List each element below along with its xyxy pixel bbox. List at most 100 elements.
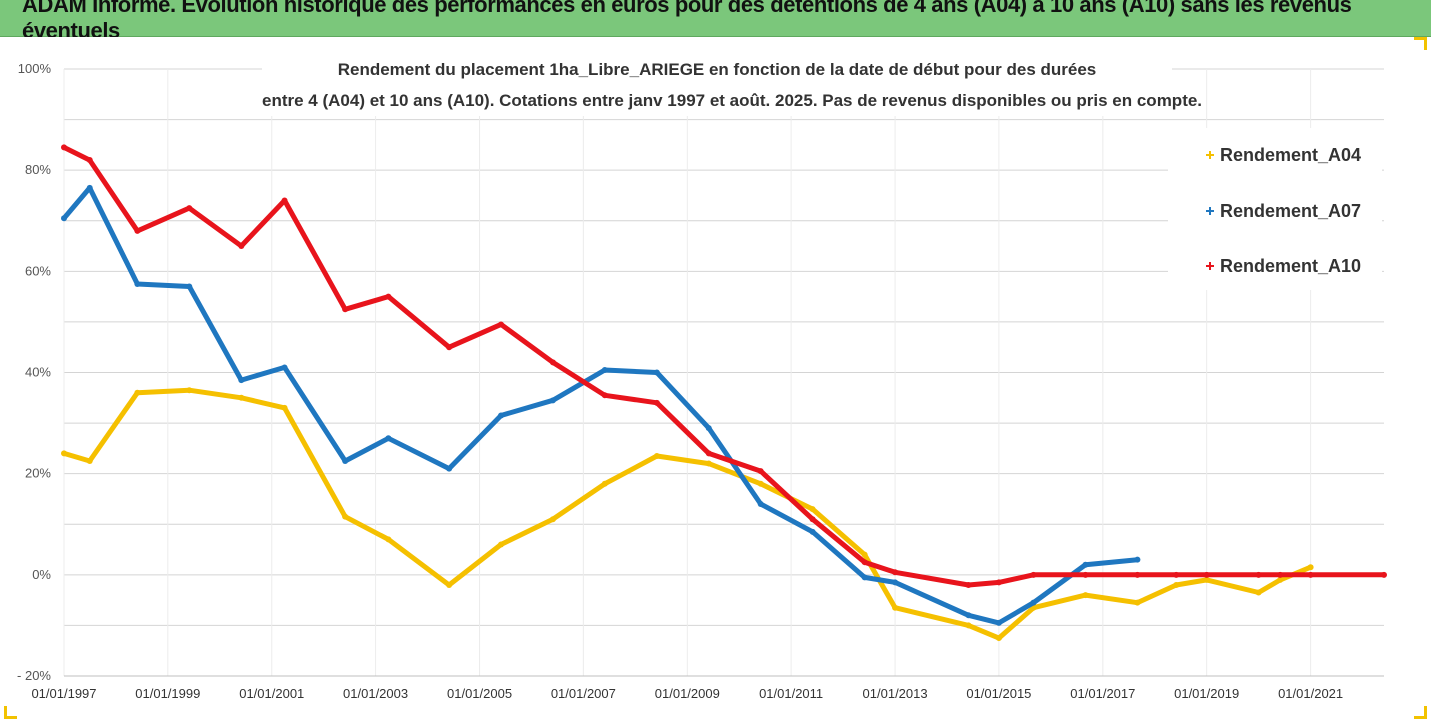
frame-corner-bottom-left [4, 706, 17, 719]
data-point-a04 [61, 450, 67, 457]
data-point-a10 [186, 205, 193, 212]
data-point-a04 [134, 389, 141, 396]
data-point-a04 [1277, 576, 1284, 583]
data-point-a07 [809, 528, 816, 535]
data-point-a07 [861, 574, 868, 581]
data-point-a04 [385, 536, 392, 543]
y-tick-label: 80% [25, 162, 51, 177]
data-point-a10 [653, 399, 660, 406]
legend-marker-a04 [1204, 149, 1216, 161]
data-point-a10 [601, 392, 608, 399]
data-point-a10 [1203, 571, 1210, 578]
legend-item-a10: Rendement_A10 [1204, 254, 1361, 278]
x-tick-label: 01/01/1999 [135, 686, 200, 701]
legend-marker-a07 [1204, 205, 1216, 217]
data-point-a10 [281, 197, 288, 204]
series-a10 [61, 144, 1387, 588]
series-a07 [61, 184, 1141, 626]
x-tick-label: 01/01/2009 [655, 686, 720, 701]
data-point-a07 [134, 280, 141, 287]
x-tick-label: 01/01/2015 [966, 686, 1031, 701]
x-tick-label: 01/01/2017 [1070, 686, 1135, 701]
chart-legend: Rendement_A04 Rendement_A07 Rendement_A1… [1168, 128, 1382, 290]
chart-title-line-2: entre 4 (A04) et 10 ans (A10). Cotations… [262, 91, 1203, 110]
x-tick-label: 01/01/2011 [759, 686, 823, 701]
legend-label-a04: Rendement_A04 [1220, 144, 1362, 165]
data-point-a07 [238, 377, 245, 384]
data-point-a07 [601, 366, 608, 373]
data-point-a07 [342, 458, 349, 465]
data-point-a07 [1030, 599, 1037, 606]
x-tick-label: 01/01/2005 [447, 686, 512, 701]
data-point-a10 [705, 450, 712, 457]
x-tick-label: 01/01/2021 [1278, 686, 1343, 701]
data-point-a07 [186, 283, 193, 290]
y-tick-label: 100% [18, 61, 52, 76]
data-point-a10 [757, 468, 764, 475]
legend-marker-a10 [1204, 260, 1216, 272]
data-point-a10 [86, 157, 93, 164]
data-point-a07 [757, 501, 764, 508]
legend-label-a10: Rendement_A10 [1220, 255, 1362, 276]
data-point-a07 [498, 412, 505, 419]
data-point-a10 [1030, 571, 1037, 578]
data-point-a04 [757, 480, 764, 487]
data-point-a04 [965, 622, 972, 629]
series-line-a07 [61, 185, 1140, 626]
data-point-a04 [238, 394, 245, 401]
data-point-a04 [995, 635, 1002, 642]
data-point-a10 [385, 293, 392, 300]
data-point-a10 [238, 243, 245, 250]
data-point-a04 [549, 516, 556, 523]
data-point-a10 [965, 581, 972, 588]
data-point-a04 [653, 452, 660, 459]
y-tick-label: 0% [32, 567, 51, 582]
data-point-a04 [892, 604, 899, 611]
legend-label-a07: Rendement_A07 [1220, 200, 1362, 221]
data-point-a07 [385, 435, 392, 442]
x-tick-label: 01/01/2003 [343, 686, 408, 701]
data-point-a04 [1134, 599, 1141, 606]
data-point-a04 [1307, 564, 1314, 571]
series-a04 [61, 387, 1314, 642]
y-tick-label: 20% [25, 466, 51, 481]
data-point-a10 [1173, 571, 1180, 578]
data-point-a10 [342, 306, 349, 313]
data-point-a04 [705, 460, 712, 467]
data-point-a07 [1134, 556, 1141, 563]
data-point-a04 [342, 513, 349, 520]
report-title: ADAM Informe. Evolution historique des p… [22, 0, 1352, 43]
x-tick-label: 01/01/2019 [1174, 686, 1239, 701]
data-point-a10 [1381, 571, 1387, 578]
data-point-a10 [61, 144, 67, 151]
x-tick-label: 01/01/1997 [31, 686, 96, 701]
data-point-a10 [446, 344, 453, 351]
data-point-a10 [549, 359, 556, 366]
data-point-a10 [498, 321, 505, 328]
data-point-a10 [995, 579, 1002, 586]
data-point-a07 [1082, 561, 1089, 568]
data-point-a07 [281, 364, 288, 371]
data-point-a10 [1307, 571, 1314, 578]
data-point-a10 [809, 516, 816, 523]
data-point-a04 [86, 458, 93, 465]
data-point-a10 [861, 559, 868, 566]
data-point-a07 [86, 184, 93, 191]
data-point-a10 [1255, 571, 1262, 578]
legend-item-a07: Rendement_A07 [1204, 199, 1361, 223]
y-tick-label: - 20% [17, 668, 51, 683]
data-point-a04 [809, 506, 816, 513]
data-point-a04 [498, 541, 505, 548]
data-point-a07 [549, 397, 556, 404]
data-point-a07 [61, 215, 67, 222]
data-point-a10 [1134, 571, 1141, 578]
report-header: ADAM Informe. Evolution historique des p… [0, 0, 1431, 43]
data-point-a07 [705, 425, 712, 432]
y-axis-ticks: - 20% 0% 20% 40% 60% 80% 100% [17, 61, 51, 683]
y-tick-label: 60% [25, 263, 51, 278]
data-point-a07 [965, 612, 972, 619]
data-point-a04 [186, 387, 193, 394]
frame-corner-bottom-right [1414, 706, 1427, 719]
chart-series [61, 144, 1387, 642]
series-line-a04 [61, 387, 1314, 641]
